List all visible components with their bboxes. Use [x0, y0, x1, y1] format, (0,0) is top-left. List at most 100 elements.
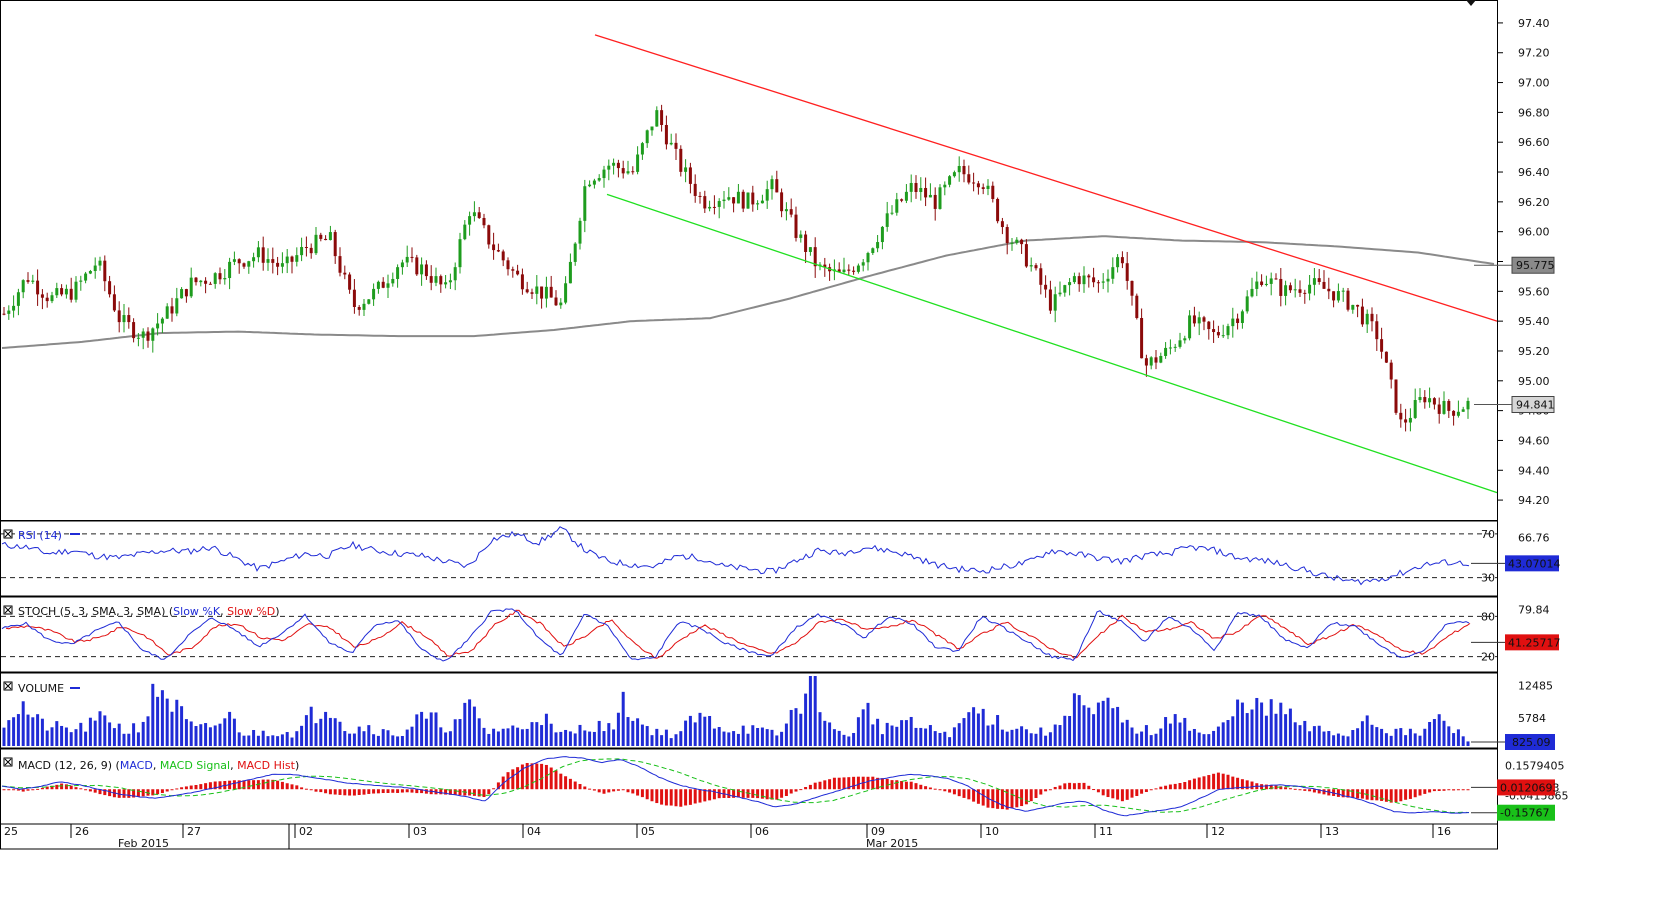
candle-body: [208, 283, 212, 285]
candle-body: [679, 148, 683, 172]
volume-bar: [1423, 728, 1427, 746]
volume-bar: [1192, 728, 1196, 746]
macd-hist-bar: [285, 783, 289, 790]
candle-body: [636, 154, 640, 172]
volume-bar: [1154, 733, 1158, 746]
x-day-label: 03: [413, 825, 427, 838]
candle-body: [981, 187, 985, 189]
volume-bar: [415, 714, 419, 746]
volume-bar: [799, 713, 803, 746]
candle-body: [156, 323, 160, 329]
macd-hist-bar: [1312, 789, 1316, 793]
macd-hist-bar: [328, 789, 332, 795]
macd-hist-bar: [1212, 773, 1216, 790]
candle-body: [1039, 268, 1043, 285]
x-day-label: 16: [1437, 825, 1451, 838]
volume-bar: [688, 715, 692, 746]
macd-hist-bar: [952, 789, 956, 795]
x-day-label: 26: [75, 825, 89, 838]
candle-body: [405, 256, 409, 263]
macd-hist-bar: [688, 789, 692, 805]
macd-hist-bar: [804, 787, 808, 790]
candle-body: [684, 167, 688, 172]
volume-bar: [151, 683, 155, 746]
candle-body: [16, 292, 20, 306]
volume-bar: [664, 729, 668, 746]
volume-bar: [338, 721, 342, 746]
candle-body: [223, 278, 227, 280]
macd-hist-bar: [213, 781, 217, 790]
candle-body: [1356, 304, 1360, 307]
candle-body: [674, 142, 678, 149]
macd-line: [1, 756, 1470, 817]
candle-body: [1288, 285, 1292, 291]
volume-bar: [348, 733, 352, 746]
macd-hist-bar: [549, 767, 553, 790]
macd-hist-bar: [962, 789, 966, 798]
macd-hist-bar: [1375, 789, 1379, 801]
y-tick-label: 96.20: [1518, 196, 1550, 209]
candle-body: [751, 192, 755, 205]
candle-body: [7, 310, 11, 314]
volume-bar: [40, 718, 44, 746]
candle-body: [1125, 263, 1129, 281]
candle-body: [837, 269, 841, 273]
volume-bar: [117, 723, 121, 746]
candle-body: [1346, 290, 1350, 310]
macd-hist-bar: [1058, 785, 1062, 790]
macd-hist-bar: [780, 789, 784, 798]
volume-bar: [1250, 709, 1254, 746]
volume-bar: [204, 723, 208, 746]
macd-hist-bar: [1298, 789, 1302, 791]
macd-hist-bar: [511, 769, 515, 790]
volume-bar: [1332, 735, 1336, 746]
candle-body: [1308, 284, 1312, 294]
candle-body: [1298, 289, 1302, 293]
macd-hist-bar: [900, 780, 904, 790]
candle-body: [516, 270, 520, 275]
candle-body: [645, 130, 649, 144]
macd-hist-bar: [1288, 788, 1292, 790]
close-icon-cross: [4, 758, 12, 766]
volume-bar: [828, 722, 832, 746]
volume-bar: [736, 733, 740, 746]
macd-hist-bar: [1317, 789, 1321, 794]
volume-bar: [1116, 706, 1120, 746]
candle-body: [1293, 289, 1297, 291]
macd-title-group: MACD (12, 26, 9) (MACD, MACD Signal, MAC…: [3, 757, 299, 772]
macd-hist-bar: [396, 789, 400, 793]
candle-body: [424, 264, 428, 277]
candle-body: [962, 166, 966, 175]
macd-hist-bar: [40, 787, 44, 790]
macd-hist-bar: [492, 788, 496, 790]
macd-hist-bar: [1111, 789, 1115, 799]
macd-hist-bar: [789, 789, 793, 794]
channel-lower-line: [606, 193, 1498, 494]
macd-hist-bar: [60, 783, 64, 790]
volume-bar: [588, 731, 592, 746]
candle-body: [477, 212, 481, 218]
candle-body: [1240, 311, 1244, 324]
volume-bar: [165, 698, 169, 746]
volume-bar: [1408, 728, 1412, 746]
candle-body: [55, 288, 59, 296]
candle-body: [1341, 290, 1345, 292]
macd-hist-bar: [631, 789, 635, 794]
macd-hist-bar: [1231, 776, 1235, 790]
candle-body: [434, 276, 438, 283]
volume-bar: [607, 723, 611, 746]
dropdown-arrow-icon[interactable]: [1466, 0, 1476, 6]
volume-bar: [549, 723, 553, 746]
candle-body: [708, 206, 712, 209]
volume-bar: [1370, 724, 1374, 746]
volume-bar: [1178, 722, 1182, 746]
candle-body: [1236, 318, 1240, 324]
candle-body: [871, 248, 875, 254]
macd-current-box: [1497, 804, 1555, 821]
macd-hist-bar: [938, 789, 942, 791]
volume-bar: [362, 731, 366, 746]
volume-bar: [1231, 716, 1235, 746]
candle-body: [247, 261, 251, 267]
volume-bar: [674, 734, 678, 746]
volume-bar: [468, 699, 472, 746]
